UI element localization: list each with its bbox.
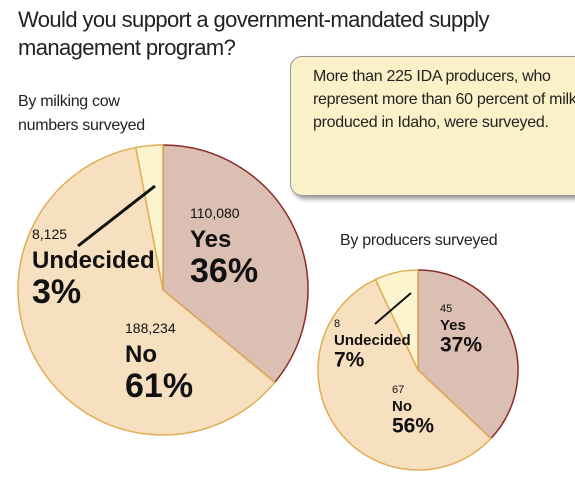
category-label: Undecided [334, 332, 411, 349]
count-label: 188,234 [125, 320, 176, 336]
percent-label: 61% [125, 367, 193, 405]
category-label: Yes [190, 226, 231, 253]
count-label: 67 [392, 384, 404, 396]
category-label: No [392, 398, 412, 415]
pie-slice [417, 269, 519, 440]
note-box: More than 225 IDA producers, who represe… [290, 56, 575, 196]
pie-slice [134, 144, 164, 291]
leader-line [77, 184, 156, 248]
pie-subtitle: By producers surveyed [340, 232, 498, 249]
percent-label: 37% [440, 334, 482, 357]
count-label: 45 [440, 303, 452, 315]
percent-label: 36% [190, 252, 258, 290]
percent-label: 7% [334, 349, 365, 372]
pie-slice [162, 144, 309, 384]
category-label: Yes [440, 317, 466, 334]
category-label: No [125, 341, 157, 368]
percent-label: 56% [392, 415, 434, 438]
count-label: 8 [334, 318, 340, 330]
pie-slice [317, 278, 492, 471]
percent-label: 3% [32, 273, 81, 311]
category-label: Undecided [32, 247, 155, 274]
leader-line [374, 292, 412, 325]
pie-subtitle: By milking cow numbers surveyed [18, 93, 145, 134]
count-label: 8,125 [32, 226, 67, 242]
count-label: 110,080 [190, 205, 240, 221]
pie-slice [17, 146, 276, 436]
title: Would you support a government-mandated … [18, 7, 490, 60]
